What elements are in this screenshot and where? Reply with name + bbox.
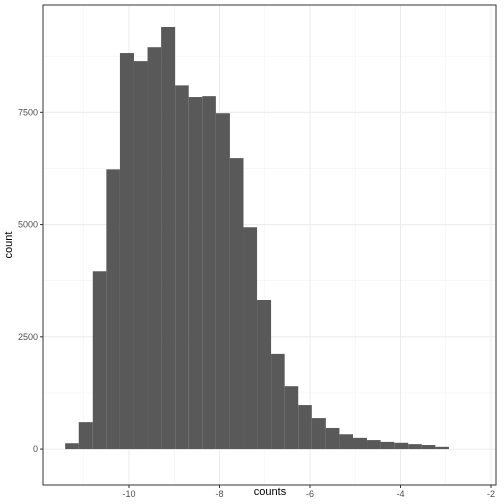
bar xyxy=(284,386,299,450)
x-tick-label: -4 xyxy=(397,489,405,499)
bar xyxy=(65,443,79,450)
bar xyxy=(435,446,449,450)
bar xyxy=(202,96,216,450)
y-tick-label: 7500 xyxy=(18,107,38,117)
bar xyxy=(257,300,272,450)
x-axis-title: counts xyxy=(254,486,287,498)
bar xyxy=(271,353,285,450)
bar xyxy=(394,442,409,450)
bar xyxy=(298,405,312,450)
bar xyxy=(421,445,436,450)
bar xyxy=(133,61,148,450)
bar xyxy=(408,444,422,450)
bar xyxy=(311,418,326,450)
bar xyxy=(175,85,189,450)
bar xyxy=(229,158,244,450)
y-axis-title: count xyxy=(3,232,15,259)
x-tick-label: -6 xyxy=(306,489,314,499)
bar xyxy=(119,53,134,450)
bar xyxy=(106,169,120,450)
y-tick-label: 5000 xyxy=(18,220,38,230)
y-tick-label: 0 xyxy=(33,444,38,454)
bar xyxy=(188,97,203,450)
bar xyxy=(243,227,258,450)
x-tick-label: -8 xyxy=(215,489,223,499)
bar xyxy=(147,47,162,450)
x-tick-label: -2 xyxy=(487,489,495,499)
bar xyxy=(339,434,353,450)
bar xyxy=(325,427,340,450)
bar xyxy=(92,271,107,450)
bar xyxy=(215,113,230,450)
bar xyxy=(367,440,381,450)
panel-border xyxy=(42,4,497,486)
bar xyxy=(352,437,368,450)
bar xyxy=(78,422,93,450)
x-tick-label: -10 xyxy=(122,489,135,499)
bar xyxy=(161,27,176,450)
y-tick-label: 2500 xyxy=(18,332,38,342)
bar xyxy=(380,441,395,450)
